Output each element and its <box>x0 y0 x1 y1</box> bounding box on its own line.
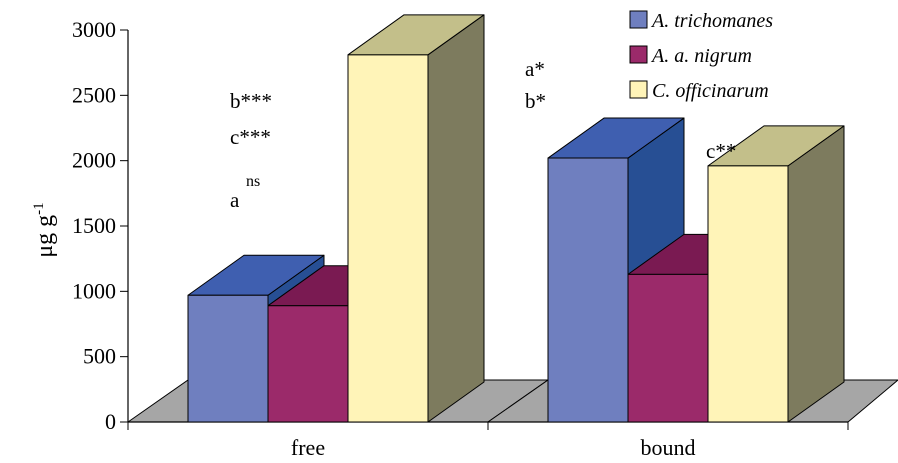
bar-front-bound-a-trichomanes <box>547 157 629 423</box>
y-tick-label-2000: 2000 <box>72 148 116 173</box>
annotation-free-b: b*** <box>230 89 272 113</box>
annotation-bound-c: c** <box>706 139 736 163</box>
bar-free-c-officinarum <box>347 14 485 423</box>
bar-front-free-a-a-nigrum <box>267 305 349 423</box>
bar-side-free-c-officinarum <box>427 14 485 423</box>
legend: A. trichomanes A. a. nigrum C. officinar… <box>629 10 773 102</box>
annotations-bound: a* b* c** <box>525 57 736 163</box>
y-tick-label-0: 0 <box>105 409 116 434</box>
bar-front-free-a-trichomanes <box>187 294 269 423</box>
legend-swatch-a-a-nigrum <box>629 45 648 64</box>
bar-bound-c-officinarum <box>707 125 845 423</box>
legend-label-a-a-nigrum: A. a. nigrum <box>650 45 752 67</box>
legend-label-a-trichomanes: A. trichomanes <box>650 10 773 32</box>
y-tick-label-500: 500 <box>83 344 116 369</box>
category-label-free: free <box>291 435 325 460</box>
y-axis-label: μg g-1 <box>31 202 58 257</box>
y-axis-label-main: μg g <box>32 215 58 258</box>
annotation-free-a-superscript: ns <box>246 173 260 190</box>
y-axis-label-superscript: -1 <box>31 202 47 215</box>
annotation-free-a: a <box>230 188 240 212</box>
y-tick-label-3000: 3000 <box>72 17 116 42</box>
annotation-bound-b: b* <box>525 89 546 113</box>
y-tick-label-2500: 2500 <box>72 82 116 107</box>
annotation-free-c: c*** <box>230 125 271 149</box>
y-tick-label-1500: 1500 <box>72 213 116 238</box>
annotation-bound-a: a* <box>525 57 545 81</box>
y-ticks: 0 500 1000 1500 2000 2500 3000 <box>72 17 849 434</box>
y-tick-label-1000: 1000 <box>72 278 116 303</box>
annotations-free: b*** c*** a ns <box>230 89 272 212</box>
bar-side-bound-c-officinarum <box>787 125 845 423</box>
legend-label-c-officinarum: C. officinarum <box>652 80 769 102</box>
bars <box>187 14 845 423</box>
bar-front-bound-c-officinarum <box>707 165 789 423</box>
legend-swatch-a-trichomanes <box>629 10 648 29</box>
legend-swatch-c-officinarum <box>629 80 648 99</box>
bar-front-free-c-officinarum <box>347 54 429 423</box>
bar-front-bound-a-a-nigrum <box>627 273 709 423</box>
category-label-bound: bound <box>641 435 696 460</box>
